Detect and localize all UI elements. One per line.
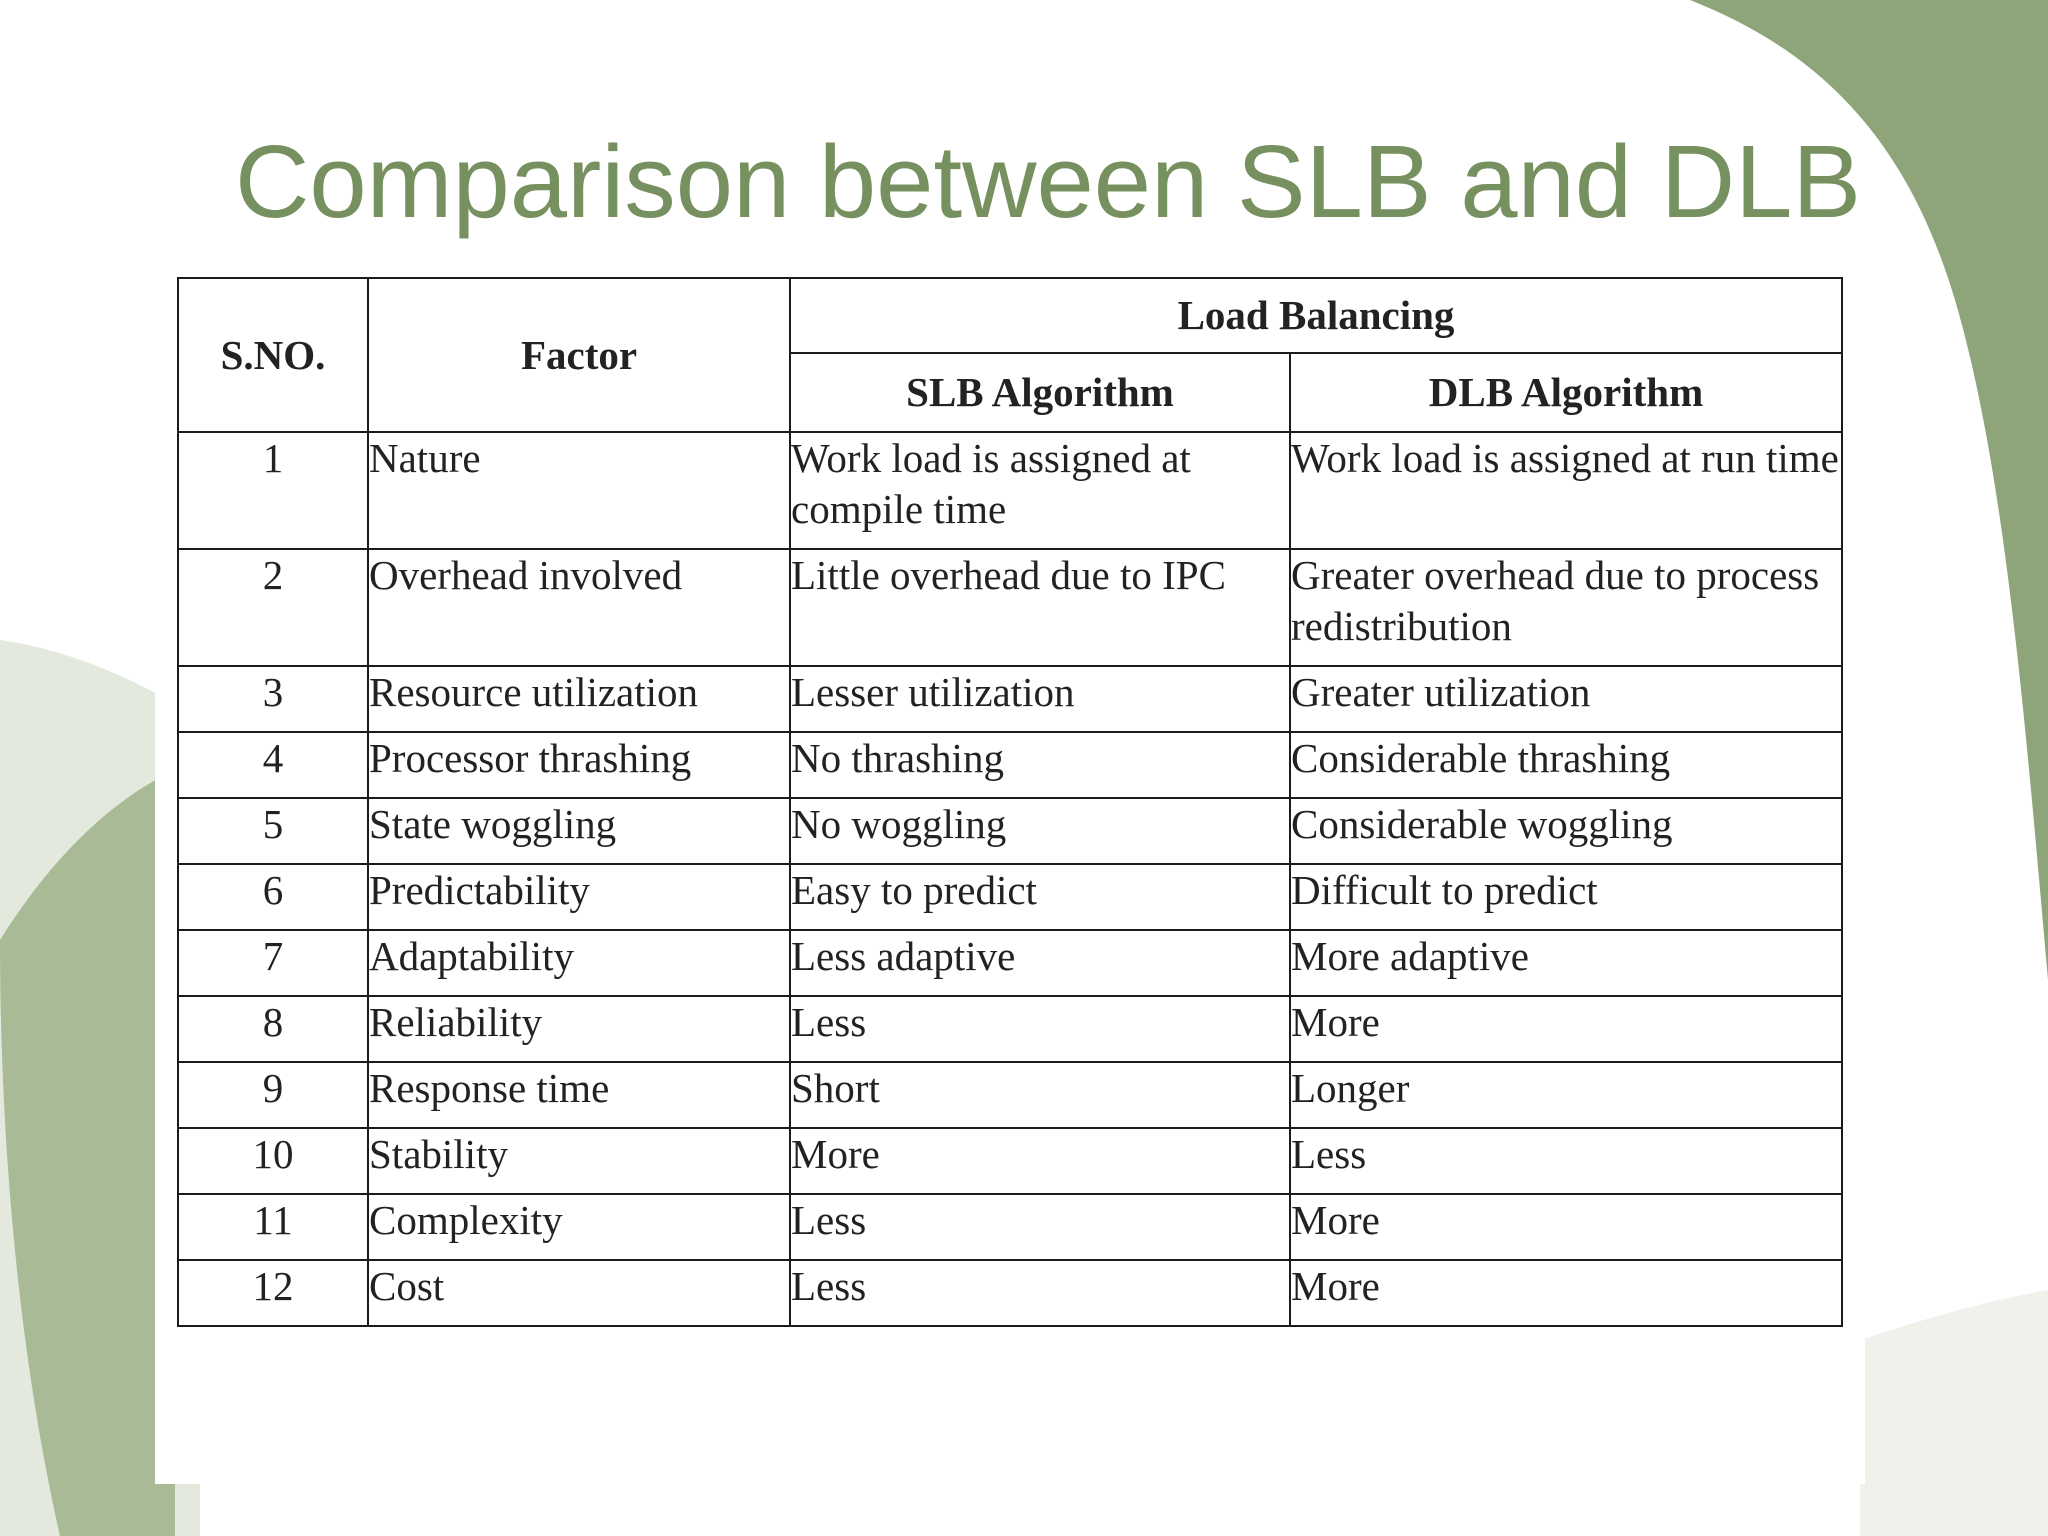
row-factor-cell: Cost <box>367 1259 791 1327</box>
row-dlb-cell: Considerable woggling <box>1289 797 1843 865</box>
row-sno-cell: 2 <box>177 548 369 667</box>
row-sno-cell: 6 <box>177 863 369 931</box>
row-dlb-cell: Considerable thrashing <box>1289 731 1843 799</box>
table-row: 4 Processor thrashing No thrashing Consider… <box>177 731 1843 799</box>
table-row: 12 Cost Less More <box>177 1259 1843 1327</box>
comparison-table: S.NO. Factor Load Balancing SLB Algorith… <box>177 277 1843 1327</box>
row-slb-cell: Short <box>789 1061 1291 1129</box>
row-factor-cell: Adaptability <box>367 929 791 997</box>
row-slb-cell: Lesser utilization <box>789 665 1291 733</box>
table-body: 1 Nature Work load is assigned at compile … <box>177 431 1843 1327</box>
row-slb-cell: Work load is assigned at compile time <box>789 431 1291 550</box>
header-dlb-algorithm: DLB Algorithm <box>1289 352 1843 433</box>
row-dlb-cell: Difficult to predict <box>1289 863 1843 931</box>
row-factor-cell: Reliability <box>367 995 791 1063</box>
row-dlb-cell: Longer <box>1289 1061 1843 1129</box>
table-row: 5 State woggling No woggling Considerable w… <box>177 797 1843 865</box>
row-factor-cell: Processor thrashing <box>367 731 791 799</box>
bottom-right-fade <box>1860 1290 2048 1536</box>
row-slb-cell: Easy to predict <box>789 863 1291 931</box>
row-dlb-cell: Less <box>1289 1127 1843 1195</box>
row-dlb-cell: More <box>1289 995 1843 1063</box>
row-factor-cell: Complexity <box>367 1193 791 1261</box>
table-row: 7 Adaptability Less adaptive More adaptive <box>177 929 1843 997</box>
row-dlb-cell: Work load is assigned at run time <box>1289 431 1843 550</box>
row-dlb-cell: More <box>1289 1193 1843 1261</box>
row-sno-cell: 9 <box>177 1061 369 1129</box>
row-factor-cell: Response time <box>367 1061 791 1129</box>
row-slb-cell: Less adaptive <box>789 929 1291 997</box>
row-sno-cell: 11 <box>177 1193 369 1261</box>
row-sno-cell: 4 <box>177 731 369 799</box>
table-row: 3 Resource utilization Lesser utilization G… <box>177 665 1843 733</box>
row-factor-cell: Overhead involved <box>367 548 791 667</box>
row-slb-cell: No thrashing <box>789 731 1291 799</box>
row-sno-cell: 1 <box>177 431 369 550</box>
row-dlb-cell: Greater overhead due to process redistri… <box>1289 548 1843 667</box>
slide-title: Comparison between SLB and DLB <box>235 124 1862 239</box>
row-factor-cell: State woggling <box>367 797 791 865</box>
table-row: 9 Response time Short Longer <box>177 1061 1843 1129</box>
header-load-balancing: Load Balancing <box>789 277 1843 354</box>
row-factor-cell: Stability <box>367 1127 791 1195</box>
row-factor-cell: Predictability <box>367 863 791 931</box>
row-sno-cell: 10 <box>177 1127 369 1195</box>
table-row: 11 Complexity Less More <box>177 1193 1843 1261</box>
row-sno-cell: 3 <box>177 665 369 733</box>
row-slb-cell: Little overhead due to IPC <box>789 548 1291 667</box>
row-sno-cell: 8 <box>177 995 369 1063</box>
row-sno-cell: 5 <box>177 797 369 865</box>
table-header: S.NO. Factor Load Balancing SLB Algorith… <box>177 277 1843 433</box>
table-row: 2 Overhead involved Little overhead due to… <box>177 548 1843 667</box>
table-row: 6 Predictability Easy to predict Difficult … <box>177 863 1843 931</box>
row-slb-cell: Less <box>789 1193 1291 1261</box>
table-row: 8 Reliability Less More <box>177 995 1843 1063</box>
row-slb-cell: Less <box>789 1259 1291 1327</box>
table-row: 1 Nature Work load is assigned at compile … <box>177 431 1843 550</box>
row-dlb-cell: More adaptive <box>1289 929 1843 997</box>
row-sno-cell: 12 <box>177 1259 369 1327</box>
left-swoosh-dark <box>0 770 175 1536</box>
row-slb-cell: Less <box>789 995 1291 1063</box>
row-sno-cell: 7 <box>177 929 369 997</box>
row-factor-cell: Nature <box>367 431 791 550</box>
top-right-swoosh <box>1690 0 2048 980</box>
row-dlb-cell: More <box>1289 1259 1843 1327</box>
row-dlb-cell: Greater utilization <box>1289 665 1843 733</box>
table-row: 10 Stability More Less <box>177 1127 1843 1195</box>
row-slb-cell: No woggling <box>789 797 1291 865</box>
header-slb-algorithm: SLB Algorithm <box>789 352 1291 433</box>
header-sno: S.NO. <box>177 277 369 433</box>
row-factor-cell: Resource utilization <box>367 665 791 733</box>
header-factor: Factor <box>367 277 791 433</box>
row-slb-cell: More <box>789 1127 1291 1195</box>
